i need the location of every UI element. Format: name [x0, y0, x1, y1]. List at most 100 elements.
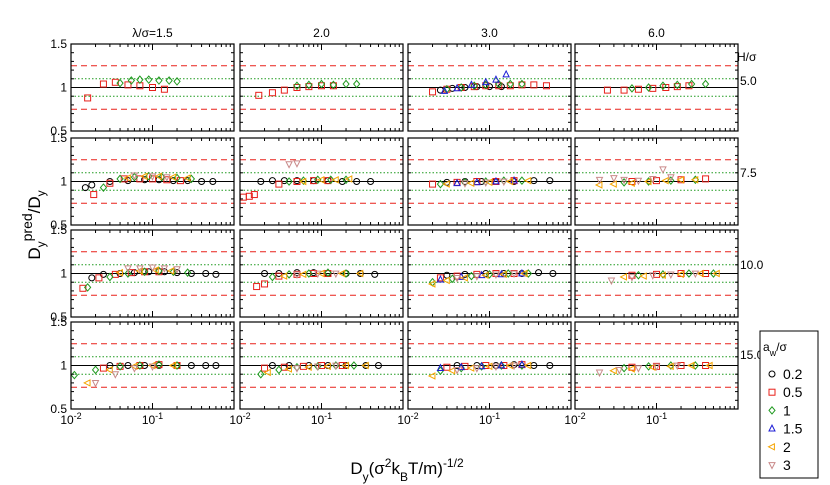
data-point-aw-2: [499, 270, 507, 279]
row-label-3: 10.0: [740, 258, 764, 272]
panel-r1-c4: [574, 43, 739, 132]
data-point-aw-3: [595, 176, 604, 185]
data-point-aw-0.2: [202, 270, 210, 277]
data-point-aw-1: [127, 76, 135, 85]
data-point-aw-3: [481, 179, 490, 187]
panel-frame: [407, 229, 572, 318]
data-point-aw-1.5: [497, 360, 506, 369]
legend: aw/σ 0.2 0.5 1 1.5 2 3: [759, 330, 819, 479]
panel-frame: [239, 137, 404, 226]
data-point-aw-0.2: [549, 270, 557, 277]
data-point-aw-3: [628, 274, 636, 282]
data-point-aw-0.5: [318, 82, 325, 90]
data-point-aw-3: [163, 174, 171, 182]
data-point-aw-0.2: [209, 178, 217, 185]
marker-group: [240, 160, 375, 201]
data-point-aw-0.5: [492, 270, 500, 277]
data-point-aw-0.5: [280, 86, 288, 94]
data-point-aw-2: [658, 271, 666, 280]
data-point-aw-1: [634, 270, 643, 280]
data-point-aw-0.5: [542, 82, 550, 90]
data-point-aw-0.2: [88, 274, 96, 282]
data-point-aw-1.5: [481, 77, 490, 86]
data-point-aw-2: [123, 174, 131, 182]
data-point-aw-1.5: [457, 362, 466, 371]
data-point-aw-2: [168, 361, 177, 370]
panel-frame: [574, 43, 739, 132]
data-point-aw-0.5: [702, 362, 710, 369]
data-point-aw-2: [696, 269, 704, 278]
data-point-aw-2: [687, 361, 695, 370]
data-point-aw-3: [313, 270, 322, 279]
column-header-2: 2.0: [313, 26, 330, 40]
x-tick-label-base: 10: [60, 413, 74, 427]
data-point-aw-3: [500, 178, 508, 187]
data-point-aw-0.5: [116, 362, 124, 370]
data-point-aw-1: [317, 79, 326, 89]
data-point-aw-2: [712, 269, 720, 278]
data-point-aw-1: [327, 175, 335, 185]
x-tick-label-base: 10: [564, 413, 578, 427]
x-tick-label-exponent: -1: [659, 411, 667, 421]
data-point-aw-0.5: [429, 88, 437, 96]
panels-layer: [70, 43, 739, 410]
data-point-aw-1: [184, 268, 192, 278]
data-point-aw-0.2: [187, 270, 195, 277]
data-point-aw-3: [332, 270, 340, 279]
legend-label-0.2: 0.2: [783, 366, 803, 382]
marker-group: [255, 79, 361, 99]
data-point-aw-3: [673, 362, 682, 371]
data-point-aw-0.5: [310, 270, 318, 277]
data-point-aw-2: [427, 280, 436, 288]
data-point-aw-1: [293, 81, 301, 91]
data-point-aw-1: [628, 83, 636, 93]
x-axis-label-part: -1/2: [443, 456, 464, 470]
data-point-aw-0.2: [371, 270, 379, 278]
legend-label-1: 1: [783, 402, 791, 418]
x-tick-label: 10-2: [60, 411, 81, 427]
data-point-aw-1: [268, 272, 277, 282]
data-point-aw-0.5: [702, 175, 710, 183]
data-point-aw-0.5: [685, 82, 693, 90]
data-point-aw-0.5: [495, 82, 503, 90]
data-point-aw-2: [523, 176, 532, 185]
panel-r1-c2: [239, 43, 404, 132]
data-point-aw-3: [659, 166, 667, 174]
data-point-aw-0.5: [275, 180, 283, 188]
data-point-aw-2: [466, 364, 475, 372]
data-point-aw-0.5: [261, 364, 269, 372]
data-point-aw-1: [173, 77, 181, 86]
data-point-aw-1: [305, 269, 313, 278]
x-tick-label: 10-2: [229, 411, 250, 427]
marker-group: [84, 75, 181, 102]
data-point-aw-1: [644, 361, 653, 371]
data-point-aw-3: [285, 161, 293, 169]
data-point-aw-2: [115, 268, 123, 277]
data-point-aw-1: [673, 80, 681, 90]
data-point-aw-2: [690, 175, 699, 184]
panel-frame: [70, 137, 235, 226]
data-point-aw-2: [481, 271, 489, 280]
data-point-aw-1: [91, 365, 100, 375]
data-point-aw-2: [705, 361, 713, 370]
data-point-aw-1: [457, 83, 465, 92]
data-point-aw-0.2: [338, 178, 346, 185]
x-tick-label-exponent: -1: [492, 411, 500, 421]
data-point-aw-1: [155, 76, 163, 85]
data-point-aw-1: [659, 81, 667, 91]
marker-group: [594, 166, 710, 189]
data-point-aw-0.5: [268, 89, 276, 97]
x-tick-label-base: 10: [479, 413, 493, 427]
data-point-aw-1: [116, 174, 124, 184]
data-point-aw-2: [344, 175, 353, 183]
data-point-aw-3: [620, 176, 628, 185]
x-tick-label: 10-1: [311, 411, 332, 427]
data-point-aw-1: [342, 175, 350, 185]
data-point-aw-1: [124, 269, 132, 278]
data-point-aw-0.5: [677, 362, 685, 369]
data-point-aw-1: [324, 268, 332, 278]
data-point-aw-0.5: [163, 176, 171, 184]
data-point-aw-0.5: [702, 270, 710, 277]
y-tick-label: 0.5: [50, 218, 67, 232]
panel-frame: [70, 43, 235, 132]
